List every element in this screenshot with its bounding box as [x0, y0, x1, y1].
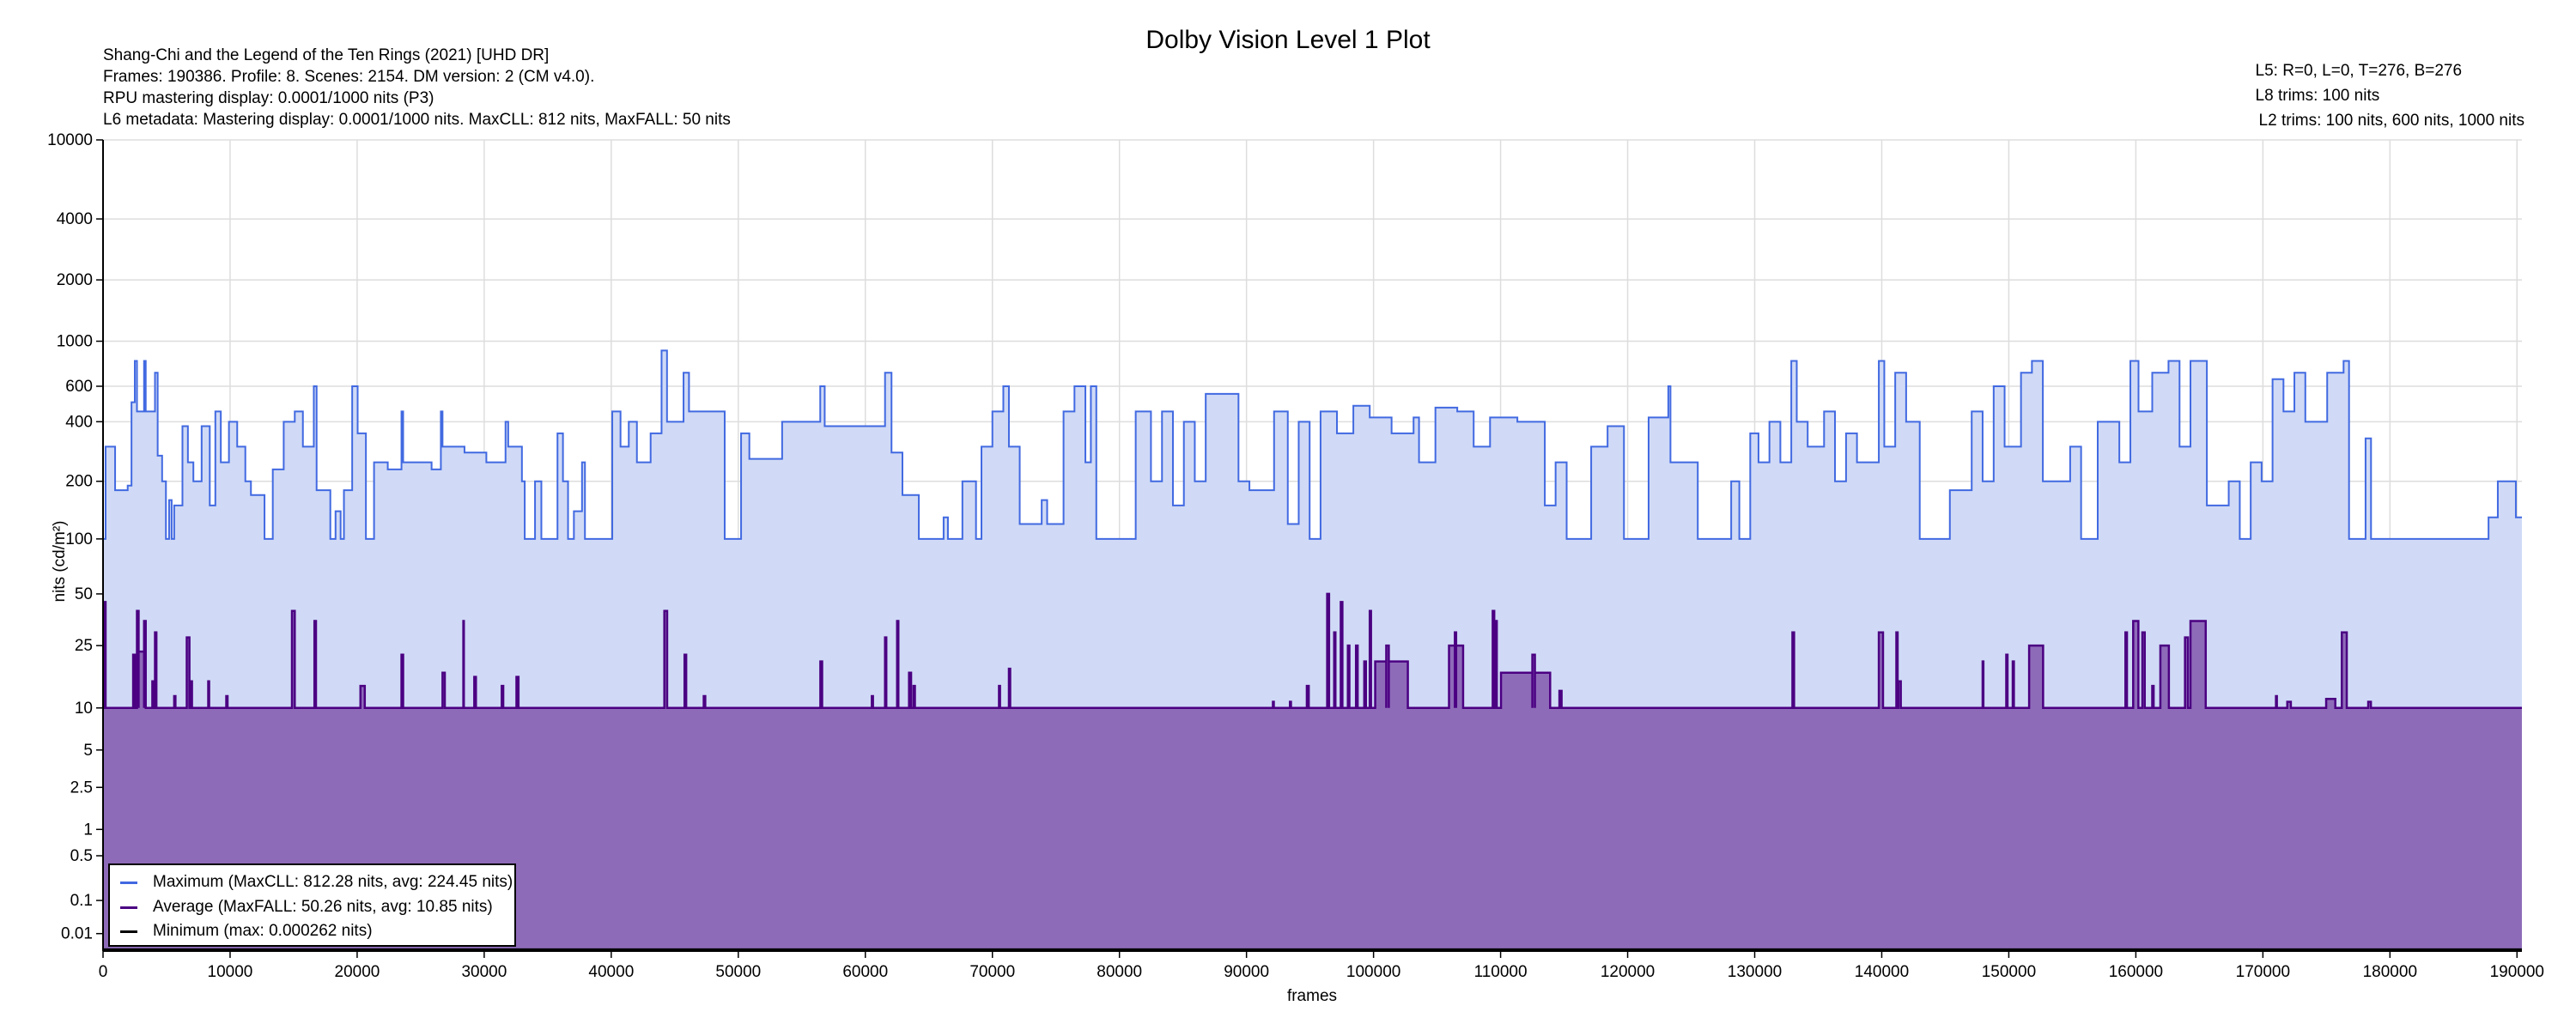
- y-tick-label: 10000: [47, 131, 93, 149]
- x-tick-label: 110000: [1474, 963, 1528, 981]
- l8-trims-info: L8 trims: 100 nits: [2255, 87, 2380, 105]
- y-tick-label: 5: [83, 742, 93, 760]
- x-tick-label: 70000: [969, 963, 1015, 981]
- average-series-line: [102, 592, 2522, 710]
- rpu-mastering-info: RPU mastering display: 0.0001/1000 nits …: [103, 89, 434, 107]
- x-tick-label: 160000: [2109, 963, 2163, 981]
- header-info-left: Shang-Chi and the Legend of the Ten Ring…: [103, 45, 731, 130]
- axes: 1000040002000100060040020010050251052.51…: [47, 131, 2544, 981]
- legend-label: Maximum (MaxCLL: 812.28 nits, avg: 224.4…: [153, 873, 513, 891]
- l5-info: L5: R=0, L=0, T=276, B=276: [2255, 62, 2463, 80]
- x-tick-label: 80000: [1097, 963, 1142, 981]
- x-tick-label: 90000: [1224, 963, 1269, 981]
- y-axis-label: nits (cd/m²): [51, 521, 69, 603]
- movie-title: Shang-Chi and the Legend of the Ten Ring…: [103, 46, 550, 64]
- x-tick-label: 10000: [208, 963, 253, 981]
- y-tick-label: 400: [65, 413, 93, 431]
- legend: Maximum (MaxCLL: 812.28 nits, avg: 224.4…: [108, 863, 516, 947]
- y-tick-label: 0.01: [61, 925, 93, 943]
- average-series-area: [103, 593, 2522, 951]
- legend-entry-average: Average (MaxFALL: 50.26 nits, avg: 10.85…: [120, 897, 493, 918]
- x-tick-label: 50000: [715, 963, 761, 981]
- legend-label: Minimum (max: 0.000262 nits): [153, 922, 373, 940]
- x-tick-label: 0: [99, 963, 108, 981]
- x-tick-label: 40000: [588, 963, 634, 981]
- y-tick-label: 1000: [57, 333, 93, 351]
- y-tick-label: 4000: [57, 210, 93, 228]
- legend-swatch-maximum: [120, 881, 137, 884]
- x-tick-label: 20000: [335, 963, 380, 981]
- y-tick-label: 0.1: [70, 892, 93, 910]
- y-tick-label: 100: [65, 530, 93, 548]
- y-tick-label: 1: [83, 821, 93, 839]
- legend-entry-maximum: Maximum (MaxCLL: 812.28 nits, avg: 224.4…: [120, 872, 513, 893]
- x-tick-label: 60000: [842, 963, 888, 981]
- maximum-series-line: [103, 349, 2522, 540]
- y-tick-label: 2000: [57, 271, 93, 289]
- legend-label: Average (MaxFALL: 50.26 nits, avg: 10.85…: [153, 898, 493, 916]
- y-tick-label: 25: [75, 637, 93, 655]
- legend-entry-minimum: Minimum (max: 0.000262 nits): [120, 921, 373, 942]
- x-tick-label: 180000: [2363, 963, 2417, 981]
- frames-info: Frames: 190386. Profile: 8. Scenes: 2154…: [103, 68, 595, 86]
- legend-swatch-average: [120, 906, 137, 909]
- l6-metadata-info: L6 metadata: Mastering display: 0.0001/1…: [103, 111, 731, 129]
- x-tick-label: 100000: [1346, 963, 1400, 981]
- x-tick-label: 120000: [1601, 963, 1655, 981]
- y-tick-label: 50: [75, 585, 93, 603]
- x-tick-label: 150000: [1982, 963, 2036, 981]
- l2-trims-info: L2 trims: 100 nits, 600 nits, 1000 nits: [2258, 112, 2524, 130]
- header-info-right: L5: R=0, L=0, T=276, B=276 L8 trims: 100…: [2256, 58, 2524, 133]
- chart-title: Dolby Vision Level 1 Plot: [1145, 26, 1431, 54]
- y-tick-label: 10: [75, 700, 93, 718]
- legend-swatch-minimum: [120, 930, 137, 933]
- x-axis-label: frames: [1287, 987, 1337, 1005]
- x-tick-label: 140000: [1855, 963, 1909, 981]
- x-tick-label: 170000: [2236, 963, 2290, 981]
- y-tick-label: 600: [65, 378, 93, 396]
- y-tick-label: 200: [65, 473, 93, 491]
- y-tick-label: 0.5: [70, 847, 93, 865]
- x-tick-label: 190000: [2490, 963, 2544, 981]
- x-tick-label: 130000: [1728, 963, 1782, 981]
- x-tick-label: 30000: [461, 963, 507, 981]
- y-tick-label: 2.5: [70, 779, 93, 797]
